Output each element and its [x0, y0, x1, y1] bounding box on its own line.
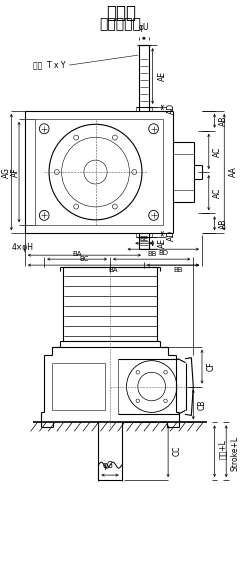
Text: BE: BE: [139, 236, 149, 242]
Text: 键槽  T x Y: 键槽 T x Y: [33, 61, 65, 69]
Text: AA: AA: [229, 166, 238, 177]
Text: CF: CF: [207, 362, 216, 372]
Text: AC: AC: [213, 187, 222, 198]
Text: AE: AE: [158, 238, 166, 248]
Text: BA: BA: [72, 251, 82, 257]
Text: BD: BD: [158, 250, 168, 256]
Text: CC: CC: [173, 446, 182, 457]
Text: 行程+L: 行程+L: [219, 439, 227, 459]
Text: AD: AD: [167, 103, 176, 114]
Text: 双入力: 双入力: [106, 4, 136, 23]
Text: AD: AD: [167, 229, 176, 241]
Text: BC: BC: [80, 256, 89, 262]
Text: AE: AE: [158, 71, 166, 81]
Text: BB: BB: [147, 251, 156, 257]
Text: BB: BB: [173, 267, 182, 273]
Text: AF: AF: [11, 167, 20, 177]
Text: AG: AG: [2, 166, 11, 177]
Text: Stroke+L: Stroke+L: [230, 436, 239, 470]
Text: AB: AB: [219, 116, 228, 126]
Text: BA: BA: [109, 267, 118, 273]
Text: （标准型）: （标准型）: [100, 17, 142, 31]
Text: AB: AB: [219, 218, 228, 228]
Text: AC: AC: [213, 146, 222, 157]
Text: 4×φH: 4×φH: [11, 243, 33, 251]
Text: CB: CB: [198, 399, 207, 410]
Text: φU: φU: [139, 23, 149, 32]
Text: φG: φG: [103, 461, 113, 470]
